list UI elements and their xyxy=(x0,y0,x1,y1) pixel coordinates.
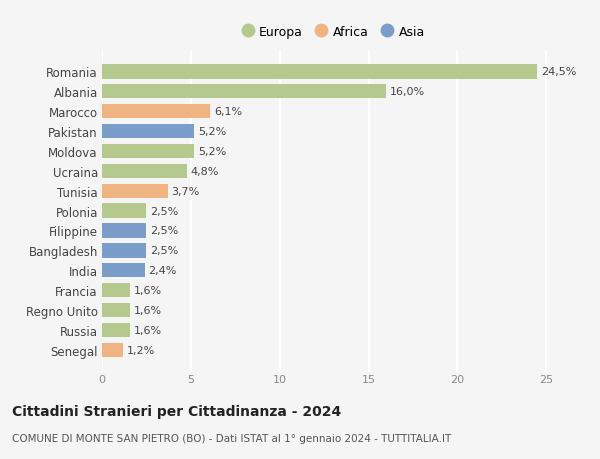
Text: 1,2%: 1,2% xyxy=(127,345,155,355)
Text: 24,5%: 24,5% xyxy=(541,67,576,77)
Bar xyxy=(102,224,146,238)
Bar xyxy=(102,145,194,159)
Bar xyxy=(102,164,187,179)
Text: 5,2%: 5,2% xyxy=(198,127,226,137)
Bar xyxy=(102,125,194,139)
Bar xyxy=(102,244,146,258)
Text: COMUNE DI MONTE SAN PIETRO (BO) - Dati ISTAT al 1° gennaio 2024 - TUTTITALIA.IT: COMUNE DI MONTE SAN PIETRO (BO) - Dati I… xyxy=(12,433,451,442)
Text: 5,2%: 5,2% xyxy=(198,146,226,157)
Bar xyxy=(102,105,211,119)
Bar xyxy=(102,303,130,318)
Text: 2,5%: 2,5% xyxy=(150,226,178,236)
Text: Cittadini Stranieri per Cittadinanza - 2024: Cittadini Stranieri per Cittadinanza - 2… xyxy=(12,404,341,419)
Bar xyxy=(102,204,146,218)
Bar xyxy=(102,184,168,198)
Text: 4,8%: 4,8% xyxy=(191,167,219,176)
Bar xyxy=(102,263,145,278)
Bar xyxy=(102,283,130,297)
Text: 1,6%: 1,6% xyxy=(134,285,162,296)
Text: 6,1%: 6,1% xyxy=(214,107,242,117)
Text: 1,6%: 1,6% xyxy=(134,305,162,315)
Bar xyxy=(102,65,538,79)
Text: 2,5%: 2,5% xyxy=(150,246,178,256)
Bar xyxy=(102,323,130,337)
Bar xyxy=(102,85,386,99)
Text: 3,7%: 3,7% xyxy=(172,186,200,196)
Text: 1,6%: 1,6% xyxy=(134,325,162,335)
Legend: Europa, Africa, Asia: Europa, Africa, Asia xyxy=(236,22,430,45)
Text: 2,5%: 2,5% xyxy=(150,206,178,216)
Text: 16,0%: 16,0% xyxy=(390,87,425,97)
Text: 2,4%: 2,4% xyxy=(148,266,176,276)
Bar xyxy=(102,343,124,357)
